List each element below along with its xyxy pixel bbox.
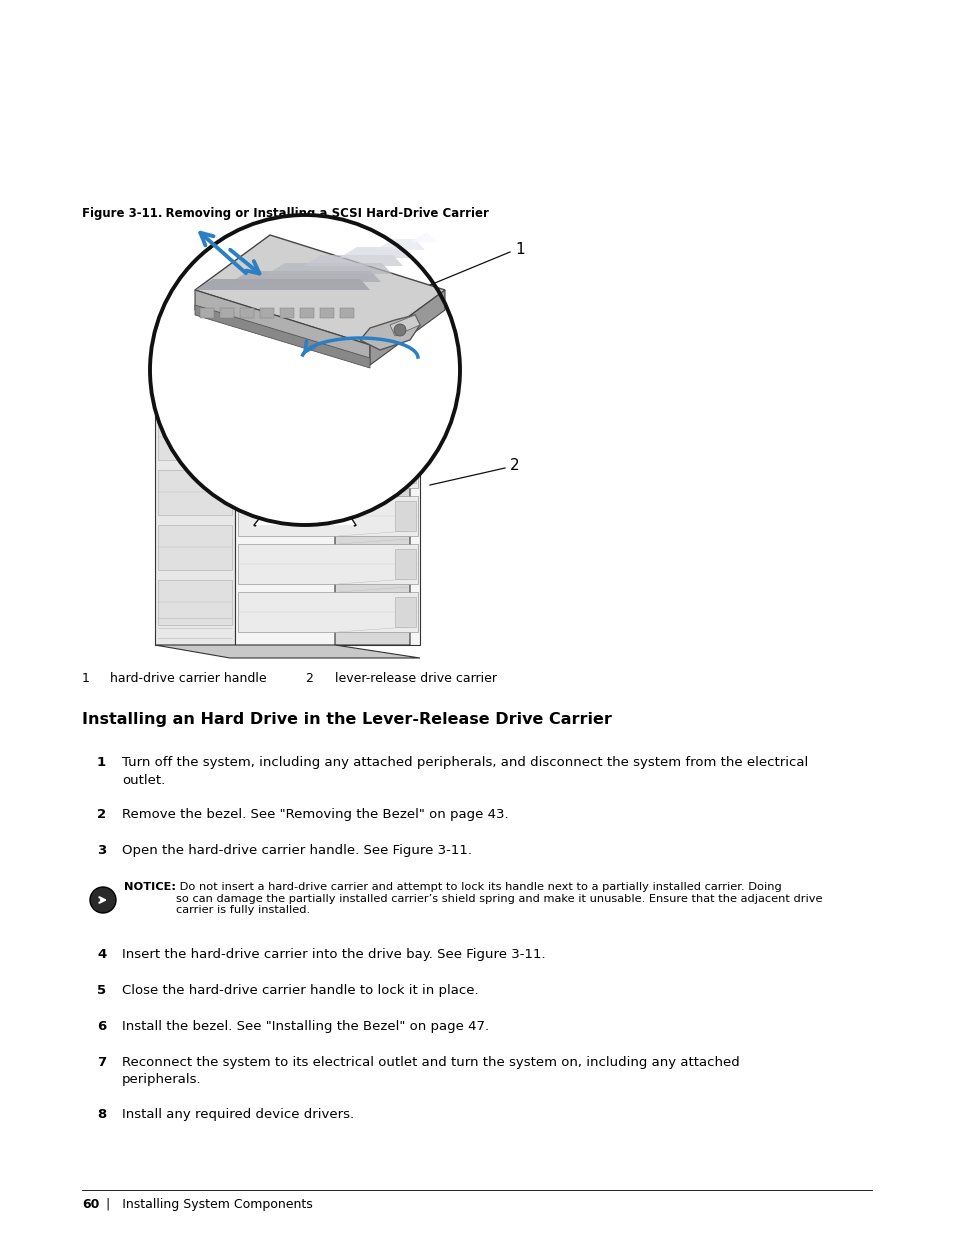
Polygon shape bbox=[154, 398, 234, 645]
Text: 2: 2 bbox=[510, 458, 519, 473]
Polygon shape bbox=[237, 543, 417, 584]
Text: Installing an Hard Drive in the Lever-Release Drive Carrier: Installing an Hard Drive in the Lever-Re… bbox=[82, 713, 611, 727]
Polygon shape bbox=[303, 254, 402, 266]
Polygon shape bbox=[338, 247, 414, 258]
Polygon shape bbox=[335, 358, 410, 645]
Text: 2: 2 bbox=[305, 672, 313, 685]
Polygon shape bbox=[194, 305, 370, 368]
Polygon shape bbox=[234, 398, 419, 645]
Text: 3: 3 bbox=[97, 844, 106, 857]
Text: Figure 3-11.: Figure 3-11. bbox=[82, 207, 162, 220]
Polygon shape bbox=[254, 454, 355, 525]
Polygon shape bbox=[411, 231, 436, 242]
Polygon shape bbox=[359, 315, 419, 350]
Text: 1: 1 bbox=[82, 672, 90, 685]
Text: 8: 8 bbox=[97, 1108, 106, 1121]
Polygon shape bbox=[154, 645, 419, 658]
Circle shape bbox=[394, 324, 406, 336]
Polygon shape bbox=[395, 405, 416, 435]
Polygon shape bbox=[339, 308, 354, 317]
Polygon shape bbox=[395, 550, 416, 579]
Polygon shape bbox=[231, 270, 380, 282]
Polygon shape bbox=[194, 235, 444, 345]
Polygon shape bbox=[200, 308, 213, 317]
Text: 60: 60 bbox=[82, 1198, 99, 1212]
Text: 7: 7 bbox=[97, 1056, 106, 1070]
Text: hard-drive carrier handle: hard-drive carrier handle bbox=[110, 672, 266, 685]
Polygon shape bbox=[154, 358, 410, 398]
Text: 2: 2 bbox=[97, 808, 106, 821]
Text: 4: 4 bbox=[97, 948, 106, 961]
Polygon shape bbox=[220, 308, 233, 317]
Text: Turn off the system, including any attached peripherals, and disconnect the syst: Turn off the system, including any attac… bbox=[122, 756, 807, 787]
Text: Install the bezel. See "Installing the Bezel" on page 47.: Install the bezel. See "Installing the B… bbox=[122, 1020, 489, 1032]
Text: 1: 1 bbox=[515, 242, 524, 258]
Polygon shape bbox=[158, 471, 232, 515]
Polygon shape bbox=[237, 400, 417, 440]
Circle shape bbox=[90, 887, 116, 913]
Text: 5: 5 bbox=[97, 984, 106, 997]
Polygon shape bbox=[370, 290, 444, 366]
Text: Open the hard-drive carrier handle. See Figure 3-11.: Open the hard-drive carrier handle. See … bbox=[122, 844, 472, 857]
Text: Reconnect the system to its electrical outlet and turn the system on, including : Reconnect the system to its electrical o… bbox=[122, 1056, 739, 1087]
Text: 1: 1 bbox=[97, 756, 106, 769]
Text: Do not insert a hard-drive carrier and attempt to lock its handle next to a part: Do not insert a hard-drive carrier and a… bbox=[175, 882, 821, 915]
Polygon shape bbox=[395, 453, 416, 483]
Polygon shape bbox=[237, 448, 417, 488]
Polygon shape bbox=[240, 308, 253, 317]
Polygon shape bbox=[237, 592, 417, 632]
Polygon shape bbox=[237, 496, 417, 536]
Polygon shape bbox=[267, 263, 392, 274]
Polygon shape bbox=[395, 501, 416, 531]
Text: lever-release drive carrier: lever-release drive carrier bbox=[335, 672, 497, 685]
Polygon shape bbox=[375, 240, 424, 249]
Text: NOTICE:: NOTICE: bbox=[124, 882, 175, 892]
Polygon shape bbox=[194, 279, 370, 290]
Text: 6: 6 bbox=[97, 1020, 106, 1032]
Text: Insert the hard-drive carrier into the drive bay. See Figure 3-11.: Insert the hard-drive carrier into the d… bbox=[122, 948, 545, 961]
Text: Install any required device drivers.: Install any required device drivers. bbox=[122, 1108, 354, 1121]
Text: |   Installing System Components: | Installing System Components bbox=[98, 1198, 313, 1212]
Polygon shape bbox=[158, 525, 232, 571]
Circle shape bbox=[150, 215, 459, 525]
Polygon shape bbox=[395, 597, 416, 627]
Text: Removing or Installing a SCSI Hard-Drive Carrier: Removing or Installing a SCSI Hard-Drive… bbox=[149, 207, 488, 220]
Polygon shape bbox=[260, 308, 274, 317]
Polygon shape bbox=[194, 290, 370, 366]
Polygon shape bbox=[319, 308, 334, 317]
Polygon shape bbox=[280, 308, 294, 317]
Polygon shape bbox=[390, 315, 419, 336]
Text: Close the hard-drive carrier handle to lock it in place.: Close the hard-drive carrier handle to l… bbox=[122, 984, 478, 997]
Polygon shape bbox=[299, 308, 314, 317]
Text: Remove the bezel. See "Removing the Bezel" on page 43.: Remove the bezel. See "Removing the Beze… bbox=[122, 808, 508, 821]
Polygon shape bbox=[158, 415, 232, 459]
Polygon shape bbox=[158, 580, 232, 625]
